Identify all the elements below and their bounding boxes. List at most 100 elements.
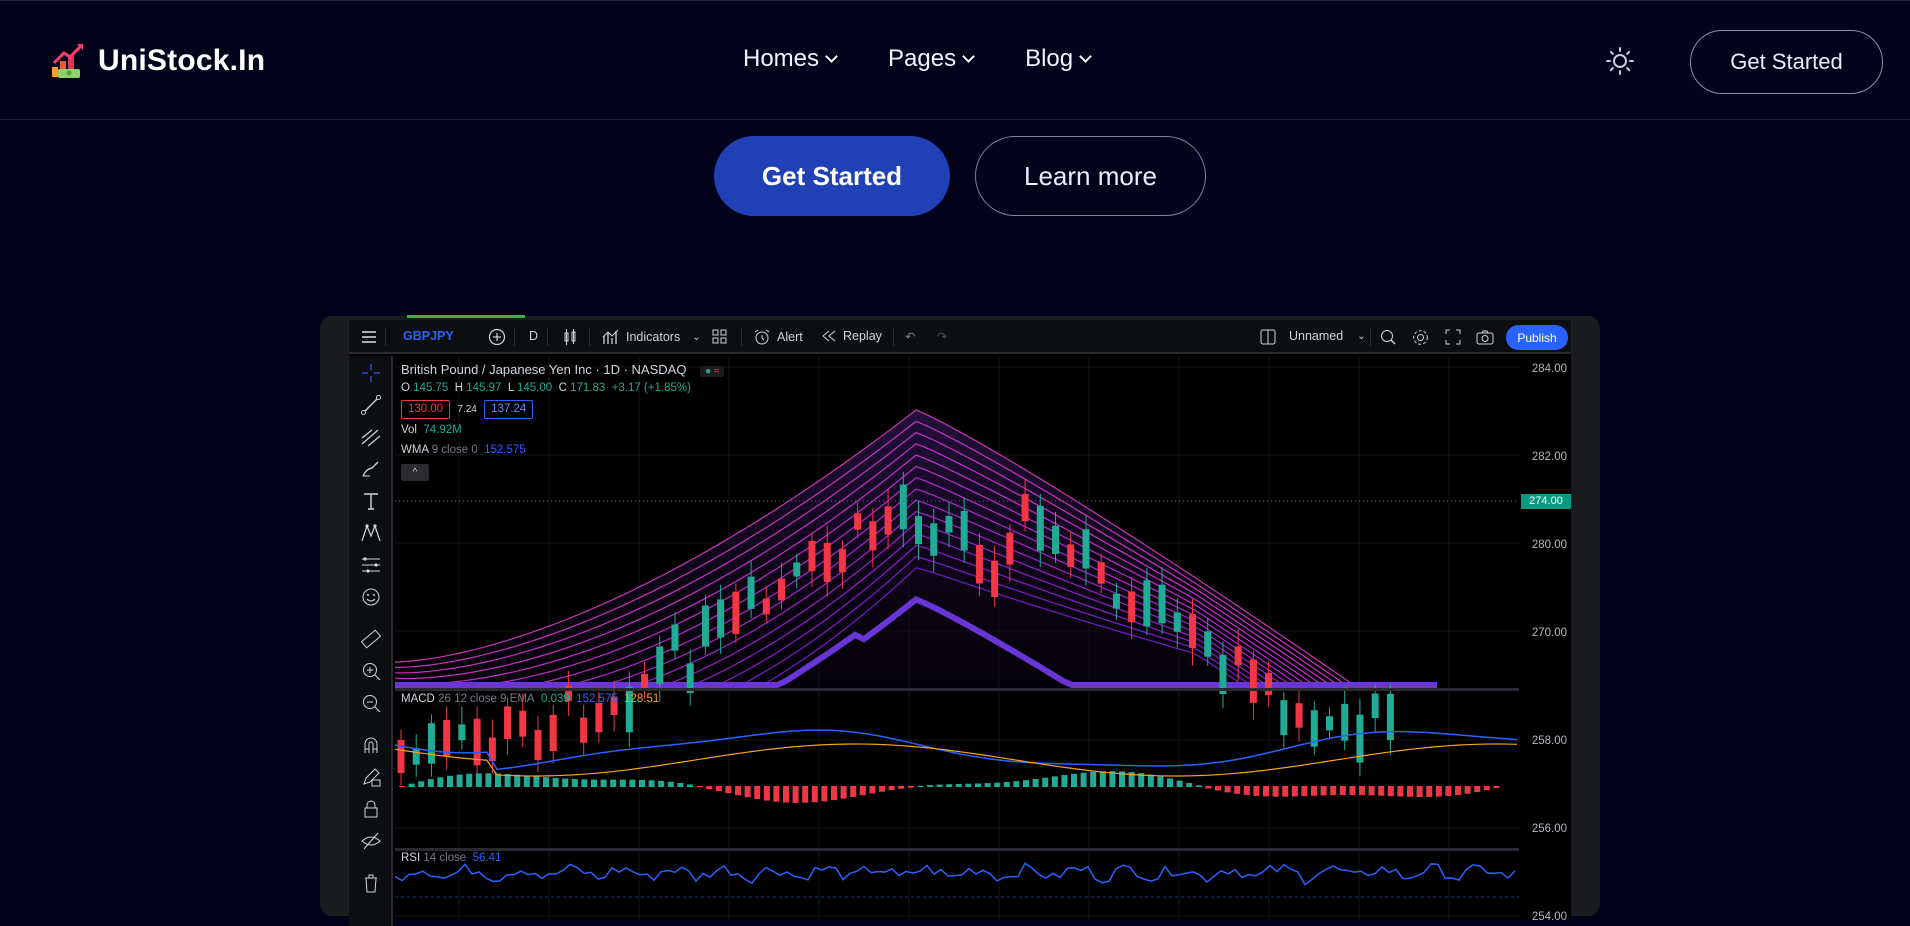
macd-histogram-bar: [591, 779, 597, 787]
macd-histogram-bar: [725, 786, 732, 794]
candle-body: [1356, 714, 1364, 763]
hero-get-started-button[interactable]: Get Started: [714, 136, 950, 216]
candle-body: [793, 562, 801, 577]
pattern-icon[interactable]: [360, 522, 382, 544]
sell-price-button[interactable]: 130.00: [401, 400, 451, 419]
macd-histogram-bar: [495, 773, 501, 787]
macd-histogram-bar: [610, 779, 617, 787]
candle-body: [1067, 544, 1075, 567]
macd-histogram-bar: [600, 779, 607, 787]
search-icon[interactable]: [1380, 329, 1396, 345]
macd-histogram-bar: [1186, 782, 1193, 787]
nav-item-blog[interactable]: Blog: [1025, 45, 1093, 73]
price-tick: 282.00: [1531, 451, 1567, 463]
sun-icon[interactable]: [1606, 47, 1634, 75]
camera-icon[interactable]: [1476, 329, 1494, 345]
candle-body: [1112, 593, 1120, 609]
candle-body: [1219, 654, 1227, 695]
lock-icon[interactable]: [360, 798, 382, 820]
menu-icon[interactable]: [361, 330, 377, 344]
zoom-out-icon[interactable]: [360, 692, 382, 714]
interval-button[interactable]: D: [529, 329, 539, 343]
macd-histogram-bar: [1493, 786, 1500, 789]
nav-item-pages[interactable]: Pages: [888, 45, 975, 73]
macd-histogram-bar: [1061, 775, 1068, 787]
crosshair-icon[interactable]: [360, 362, 382, 384]
chevron-down-icon: [1079, 50, 1093, 63]
chevron-up-icon[interactable]: ^: [401, 464, 429, 481]
zoom-in-icon[interactable]: [360, 660, 382, 682]
rsi-legend: RSI 14 close 56.41: [401, 852, 501, 864]
tab-progress-bar: [407, 315, 525, 318]
text-tool-icon[interactable]: [360, 490, 382, 512]
redo-icon[interactable]: ↷: [937, 330, 948, 344]
volume-value: 74.92M: [423, 424, 462, 436]
macd-histogram-bar: [648, 780, 655, 787]
candle-body: [762, 598, 770, 615]
macd-histogram-bar: [888, 786, 895, 791]
price-tick: 258.00: [1531, 735, 1567, 747]
alert-label: Alert: [777, 330, 803, 344]
fullscreen-icon[interactable]: [1445, 329, 1461, 345]
price-axis[interactable]: 284.00 282.00 274.00 280.00 270.00 258.0…: [1519, 356, 1571, 926]
hide-icon[interactable]: [360, 830, 382, 852]
candle-body: [443, 719, 451, 757]
candle-body: [1082, 529, 1090, 569]
emoji-icon[interactable]: [360, 586, 382, 608]
candles-icon[interactable]: [563, 328, 577, 346]
publish-button[interactable]: Publish: [1506, 325, 1568, 350]
ma-ribbon-line: [394, 420, 1437, 687]
trash-icon[interactable]: [360, 872, 382, 894]
layout-name-button[interactable]: Unnamed ⌄: [1289, 329, 1366, 343]
macd-histogram-bar: [1071, 773, 1077, 787]
candle-body: [625, 686, 633, 733]
macd-histogram-bar: [850, 786, 857, 797]
macd-histogram-bar: [1445, 786, 1452, 796]
magnet-icon[interactable]: [360, 734, 382, 756]
nav-item-homes[interactable]: Homes: [743, 45, 838, 73]
layouts-icon[interactable]: [712, 329, 728, 345]
candle-body: [1128, 591, 1136, 623]
candle-body: [549, 714, 557, 752]
alert-button[interactable]: Alert: [753, 328, 803, 346]
add-symbol-icon[interactable]: [488, 328, 506, 346]
symbol-search-button[interactable]: GBPJPY: [403, 329, 454, 343]
macd-histogram-bar: [1397, 786, 1404, 797]
macd-histogram-bar: [946, 784, 953, 787]
trend-line-icon[interactable]: [360, 394, 382, 416]
replay-button[interactable]: Replay: [821, 329, 882, 343]
macd-histogram-bar: [1320, 786, 1327, 796]
macd-histogram-bar: [1234, 786, 1241, 794]
legend-collapse[interactable]: ^: [401, 464, 429, 481]
hero-learn-more-button[interactable]: Learn more: [975, 136, 1206, 216]
undo-icon[interactable]: ↶: [905, 330, 916, 344]
candle-body: [504, 706, 512, 740]
low-value: 145.00: [517, 382, 553, 394]
macd-histogram-bar: [917, 785, 924, 787]
high-value: 145.97: [466, 382, 502, 394]
header-get-started-button[interactable]: Get Started: [1690, 30, 1883, 94]
fib-retracement-icon[interactable]: [360, 426, 382, 448]
macd-histogram-bar: [514, 774, 521, 787]
price-chart[interactable]: [349, 320, 1571, 920]
lock-drawing-pencil-icon[interactable]: [360, 766, 382, 788]
indicators-button[interactable]: Indicators ⌄: [602, 328, 701, 346]
macd-histogram-bar: [1455, 786, 1461, 796]
candle-body: [945, 516, 953, 533]
indicators-label: Indicators: [626, 330, 681, 344]
macd-histogram-bar: [1311, 786, 1317, 796]
brand-logo[interactable]: UniStock.In: [50, 41, 265, 81]
macd-histogram-bar: [1147, 774, 1154, 787]
prediction-icon[interactable]: [360, 554, 382, 576]
chart-toolbar: GBPJPY D Indicators ⌄ Alert Replay ↶: [349, 320, 1571, 354]
chevron-down-icon: ⌄: [1357, 330, 1366, 342]
macd-histogram-bar: [1483, 786, 1490, 791]
candle-body: [823, 542, 831, 582]
gear-icon[interactable]: [1412, 329, 1429, 346]
candle-body: [732, 591, 740, 634]
brush-icon[interactable]: [360, 458, 382, 480]
split-layout-icon[interactable]: [1260, 329, 1276, 345]
macd-histogram-bar: [1282, 786, 1289, 797]
ruler-icon[interactable]: [360, 628, 382, 650]
buy-price-button[interactable]: 137.24: [484, 400, 534, 419]
